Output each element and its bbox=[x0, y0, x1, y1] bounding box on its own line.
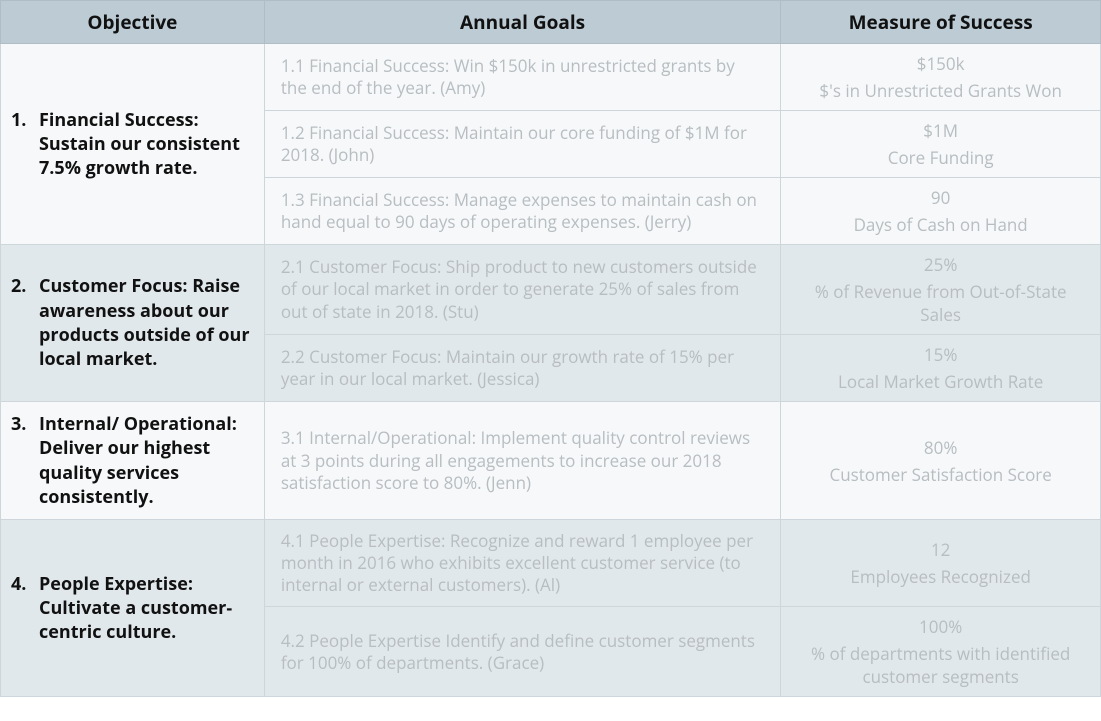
measure-label: Employees Recognized bbox=[797, 565, 1084, 588]
goal-cell: 3.1 Internal/Operational: Implement qual… bbox=[264, 402, 780, 520]
measure-label: Core Funding bbox=[797, 146, 1084, 169]
measure-label: Days of Cash on Hand bbox=[797, 213, 1084, 236]
measure-label: Local Market Growth Rate bbox=[797, 370, 1084, 393]
table-row: 1.Financial Success: Sustain our consist… bbox=[1, 44, 1101, 111]
measure-cell: 25% % of Revenue from Out-of-State Sales bbox=[781, 245, 1101, 335]
header-row: Objective Annual Goals Measure of Succes… bbox=[1, 1, 1101, 44]
measure-value: 12 bbox=[797, 538, 1084, 561]
measure-label: % of Revenue from Out-of-State Sales bbox=[797, 280, 1084, 326]
measure-cell: 100% % of departments with identified cus… bbox=[781, 607, 1101, 697]
goal-cell: 1.3 Financial Success: Manage expenses t… bbox=[264, 178, 780, 245]
objective-text: Internal/ Operational: Deliver our highe… bbox=[39, 412, 250, 509]
objective-cell: 2.Customer Focus: Raise awareness about … bbox=[1, 245, 265, 402]
measure-cell: $150k $'s in Unrestricted Grants Won bbox=[781, 44, 1101, 111]
objective-number: 1. bbox=[11, 108, 39, 132]
objectives-table: Objective Annual Goals Measure of Succes… bbox=[0, 0, 1101, 697]
objective-cell: 1.Financial Success: Sustain our consist… bbox=[1, 44, 265, 245]
goal-cell: 2.1 Customer Focus: Ship product to new … bbox=[264, 245, 780, 335]
objective-text: Financial Success: Sustain our consisten… bbox=[39, 108, 250, 181]
objective-number: 3. bbox=[11, 412, 39, 436]
measure-value: 25% bbox=[797, 253, 1084, 276]
measure-value: 100% bbox=[797, 615, 1084, 638]
measure-cell: 90 Days of Cash on Hand bbox=[781, 178, 1101, 245]
measure-value: 80% bbox=[797, 436, 1084, 459]
objective-text: Customer Focus: Raise awareness about ou… bbox=[39, 274, 250, 371]
goal-cell: 1.1 Financial Success: Win $150k in unre… bbox=[264, 44, 780, 111]
objective-number: 4. bbox=[11, 572, 39, 596]
measure-label: Customer Satisfaction Score bbox=[797, 463, 1084, 486]
goal-cell: 1.2 Financial Success: Maintain our core… bbox=[264, 111, 780, 178]
objective-number: 2. bbox=[11, 274, 39, 298]
header-measure: Measure of Success bbox=[781, 1, 1101, 44]
measure-label: $'s in Unrestricted Grants Won bbox=[797, 79, 1084, 102]
measure-cell: 12 Employees Recognized bbox=[781, 520, 1101, 607]
measure-cell: 80% Customer Satisfaction Score bbox=[781, 402, 1101, 520]
goal-cell: 4.1 People Expertise: Recognize and rewa… bbox=[264, 520, 780, 607]
measure-value: 15% bbox=[797, 343, 1084, 366]
objective-text: People Expertise: Cultivate a customer-c… bbox=[39, 572, 250, 645]
measure-value: $1M bbox=[797, 119, 1084, 142]
table-row: 2.Customer Focus: Raise awareness about … bbox=[1, 245, 1101, 335]
measure-cell: $1M Core Funding bbox=[781, 111, 1101, 178]
goal-cell: 2.2 Customer Focus: Maintain our growth … bbox=[264, 335, 780, 402]
measure-value: 90 bbox=[797, 186, 1084, 209]
header-objective: Objective bbox=[1, 1, 265, 44]
header-annual-goals: Annual Goals bbox=[264, 1, 780, 44]
table-row: 4.People Expertise: Cultivate a customer… bbox=[1, 520, 1101, 607]
table-row: 3.Internal/ Operational: Deliver our hig… bbox=[1, 402, 1101, 520]
measure-value: $150k bbox=[797, 52, 1084, 75]
goal-cell: 4.2 People Expertise Identify and define… bbox=[264, 607, 780, 697]
measure-label: % of departments with identified custome… bbox=[797, 642, 1084, 688]
measure-cell: 15% Local Market Growth Rate bbox=[781, 335, 1101, 402]
table-body: 1.Financial Success: Sustain our consist… bbox=[1, 44, 1101, 697]
objective-cell: 4.People Expertise: Cultivate a customer… bbox=[1, 520, 265, 697]
objective-cell: 3.Internal/ Operational: Deliver our hig… bbox=[1, 402, 265, 520]
